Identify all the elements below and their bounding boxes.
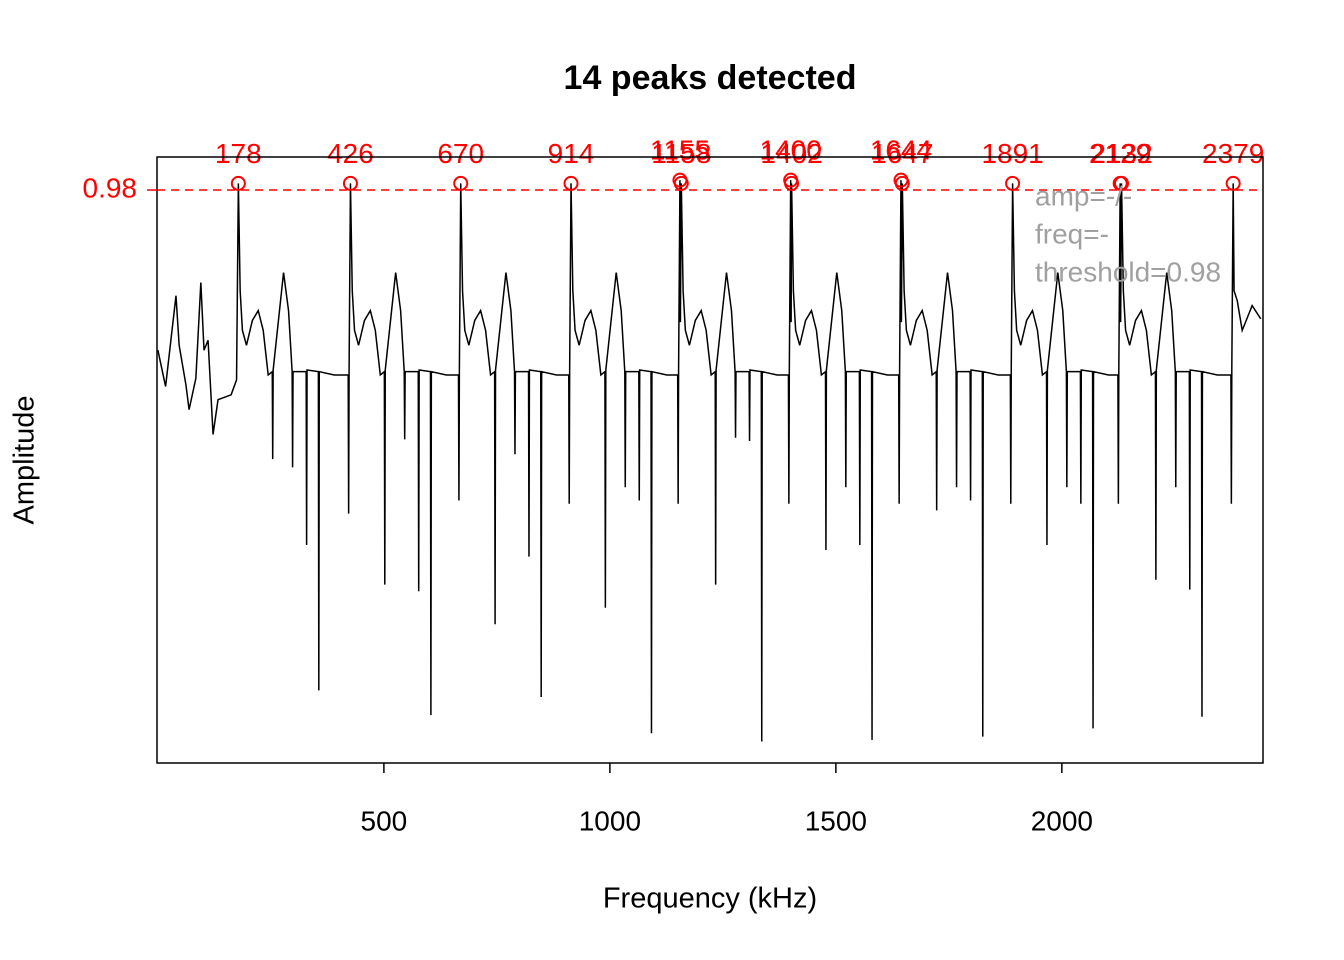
peak-marker xyxy=(894,175,910,191)
peak-label: 2379 xyxy=(1202,138,1264,169)
peak-label: 1158 xyxy=(651,138,711,169)
peak-label: 914 xyxy=(548,138,595,169)
peak-label: 178 xyxy=(215,138,262,169)
peak-marker xyxy=(1114,175,1130,191)
x-tick-label: 500 xyxy=(361,805,408,836)
peak-label: 1644 xyxy=(870,135,932,166)
x-axis-label: Frequency (kHz) xyxy=(603,883,817,915)
chart-title: 14 peaks detected xyxy=(564,59,857,97)
peak-marker xyxy=(1225,175,1241,191)
peak-marker xyxy=(673,175,689,191)
x-tick-label: 1000 xyxy=(579,805,641,836)
legend-text: threshold=0.98 xyxy=(1035,256,1221,287)
peak-label: 1647 xyxy=(871,138,933,169)
peak-label: 2129 xyxy=(1089,138,1151,169)
peak-marker xyxy=(784,175,800,191)
peak-label: 670 xyxy=(437,138,484,169)
peak-marker xyxy=(453,175,469,191)
peak-label: 1155 xyxy=(650,135,710,166)
legend-text: amp=-/- xyxy=(1035,180,1132,211)
plot-frame xyxy=(156,156,1264,764)
y-tick-label: 0.98 xyxy=(83,172,138,203)
spectrum-line xyxy=(157,180,1262,742)
peak-label: 2132 xyxy=(1090,138,1152,169)
peak-marker xyxy=(1005,175,1021,191)
peak-label: 426 xyxy=(327,138,374,169)
peak-label: 1402 xyxy=(760,138,822,169)
peak-label: 1891 xyxy=(981,138,1043,169)
x-tick-label: 2000 xyxy=(1031,805,1093,836)
peak-marker xyxy=(230,175,246,191)
x-tick-label: 1500 xyxy=(805,805,867,836)
y-axis-label: Amplitude xyxy=(9,396,41,525)
peak-marker xyxy=(563,175,579,191)
peak-label: 1400 xyxy=(760,135,822,166)
legend-text: freq=- xyxy=(1035,218,1109,249)
peak-marker xyxy=(342,175,358,191)
